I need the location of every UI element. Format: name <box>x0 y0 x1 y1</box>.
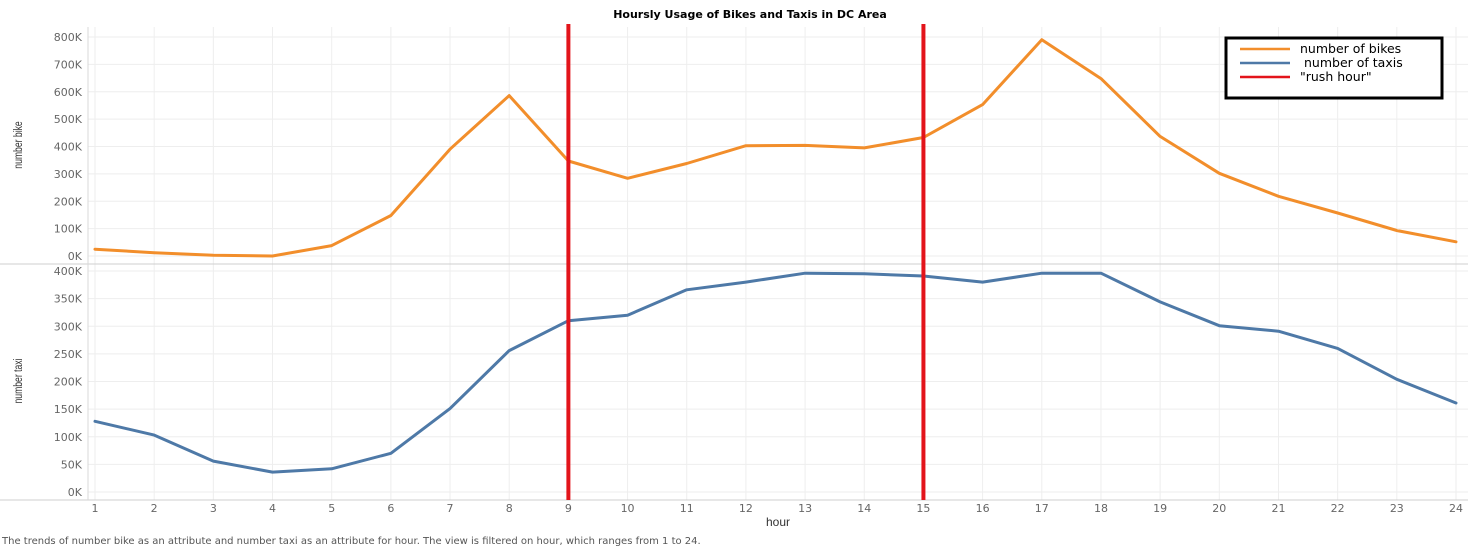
y-tick-label: 50K <box>61 458 83 471</box>
x-tick-label: 12 <box>739 502 753 515</box>
x-tick-label: 2 <box>151 502 158 515</box>
axes: 1 2 3 4 5 6 7 8 9 10 11 12 13 14 15 16 17 18 19 20 21 22 23 240… <box>0 27 1468 515</box>
legend-label-bikes: number of bikes <box>1300 41 1401 56</box>
x-tick-label: 4 <box>269 502 276 515</box>
legend: number of bikes number of taxis "rush ho… <box>1224 36 1444 100</box>
x-tick-label: 7 <box>447 502 454 515</box>
x-tick-label: 22 <box>1331 502 1345 515</box>
y-tick-label: 600K <box>54 86 83 99</box>
y-tick-label: 250K <box>54 348 83 361</box>
x-tick-label: 8 <box>506 502 513 515</box>
y-tick-label: 100K <box>54 223 83 236</box>
x-tick-label: 1 <box>92 502 99 515</box>
x-tick-label: 17 <box>1035 502 1049 515</box>
y-tick-label: 0K <box>68 250 83 263</box>
x-tick-label: 10 <box>621 502 635 515</box>
x-tick-label: 16 <box>976 502 990 515</box>
x-axis-title: hour <box>766 515 790 529</box>
series-layer <box>93 38 1458 474</box>
x-tick-label: 18 <box>1094 502 1108 515</box>
y-axis-title-bike: number bike <box>13 121 26 169</box>
x-tick-label: 9 <box>565 502 572 515</box>
y-tick-label: 100K <box>54 431 83 444</box>
x-tick-label: 21 <box>1271 502 1285 515</box>
x-tick-label: 3 <box>210 502 217 515</box>
y-tick-label: 400K <box>54 141 83 154</box>
y-tick-label: 350K <box>54 293 83 306</box>
y-tick-label: 400K <box>54 265 83 278</box>
y-axis-title-taxi: number taxi <box>13 358 26 403</box>
y-tick-label: 500K <box>54 113 83 126</box>
legend-label-taxis: number of taxis <box>1304 55 1403 70</box>
y-tick-label: 300K <box>54 168 83 181</box>
y-tick-label: 200K <box>54 195 83 208</box>
x-tick-label: 23 <box>1390 502 1404 515</box>
series-line-number-of-bikes <box>93 38 1458 258</box>
y-tick-label: 200K <box>54 376 83 389</box>
x-tick-label: 15 <box>916 502 930 515</box>
x-tick-label: 20 <box>1212 502 1226 515</box>
x-tick-label: 11 <box>680 502 694 515</box>
y-tick-label: 150K <box>54 403 83 416</box>
x-tick-label: 19 <box>1153 502 1167 515</box>
series-line-number-of-taxis <box>93 271 1458 474</box>
y-tick-label: 300K <box>54 320 83 333</box>
x-tick-label: 5 <box>328 502 335 515</box>
y-tick-label: 800K <box>54 31 83 44</box>
chart-title: Hoursly Usage of Bikes and Taxis in DC A… <box>613 8 887 21</box>
legend-label-rush: "rush hour" <box>1300 69 1372 84</box>
rush-hour-lines <box>566 24 926 500</box>
x-tick-label: 14 <box>857 502 871 515</box>
x-tick-label: 6 <box>387 502 394 515</box>
y-tick-label: 0K <box>68 486 83 499</box>
x-tick-label: 13 <box>798 502 812 515</box>
y-tick-label: 700K <box>54 58 83 71</box>
x-tick-label: 24 <box>1449 502 1463 515</box>
chart-caption: The trends of number bike as an attribut… <box>2 536 701 547</box>
